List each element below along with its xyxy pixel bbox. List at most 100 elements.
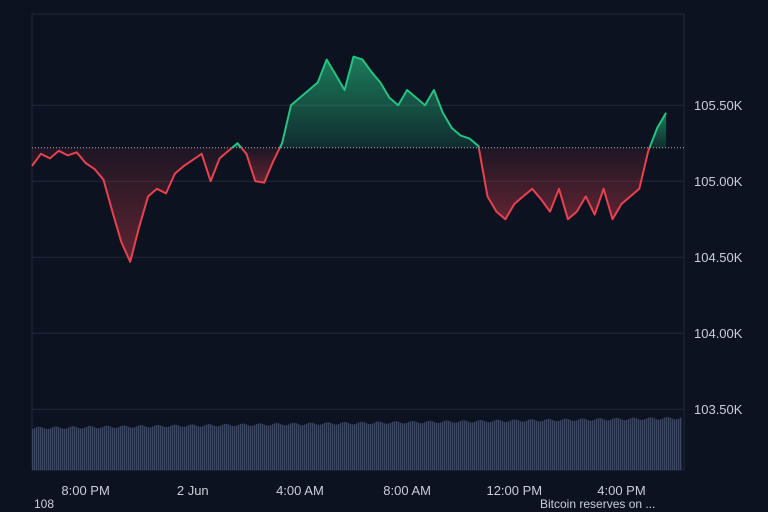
volume-bar [474,421,476,470]
volume-bar [134,427,136,470]
volume-bar [98,428,100,470]
volume-bar [658,419,660,470]
volume-bar [256,424,258,470]
volume-bar [366,423,368,470]
volume-bar [242,423,244,470]
volume-bar [300,424,302,470]
volume-bar [54,426,56,470]
volume-bar [448,420,450,470]
volume-bar [626,419,628,470]
y-tick-label: 103.50K [694,402,743,417]
volume-bar [322,423,324,470]
volume-bar [386,423,388,470]
volume-bar [604,419,606,470]
volume-bar [382,422,384,470]
volume-bar [378,421,380,470]
volume-bar [234,426,236,470]
volume-bar [274,423,276,470]
volume-bar [646,418,648,470]
volume-bar [270,425,272,470]
volume-bar [258,423,260,470]
volume-bar [632,417,634,470]
news-headline-link[interactable]: Bitcoin reserves on ... [540,497,656,511]
volume-bar [356,423,358,470]
volume-bar [292,422,294,470]
volume-bar [66,428,68,470]
y-tick-label: 104.00K [694,326,743,341]
volume-bar [172,424,174,470]
volume-bar [154,425,156,470]
volume-bar [70,426,72,470]
volume-bar [32,428,34,470]
volume-bar [418,422,420,470]
up-line-1 [231,142,243,149]
volume-bar [276,423,278,470]
volume-bar [372,423,374,470]
volume-bar [412,420,414,470]
volume-bar [550,419,552,470]
volume-bar [410,421,412,470]
volume-bar [586,419,588,470]
volume-bar [214,425,216,470]
volume-bar [538,421,540,470]
volume-bar [288,424,290,470]
volume-bar [376,421,378,470]
y-tick-label: 104.50K [694,250,743,265]
volume-bar [156,424,158,470]
volume-bar [364,422,366,470]
volume-bar [492,421,494,470]
volume-bar [530,419,532,470]
volume-bar [320,424,322,470]
volume-bar [84,427,86,470]
volume-bar [254,424,256,470]
volume-bar [674,419,676,470]
footer-left-text: 108 [34,497,55,511]
volume-bar [266,425,268,470]
volume-bar [396,421,398,470]
volume-bar [590,420,592,470]
volume-bar [80,428,82,470]
volume-bar [128,426,130,470]
volume-bar [496,419,498,470]
volume-bar [614,418,616,470]
volume-bar [660,419,662,470]
volume-bar [318,424,320,470]
volume-bar [90,425,92,470]
volume-bar [470,422,472,470]
volume-bar [630,418,632,470]
down-line-2 [240,147,281,184]
volume-bar [108,425,110,470]
volume-bar [594,419,596,470]
volume-bar [146,426,148,470]
volume-bar [136,426,138,470]
volume-bar [572,420,574,470]
volume-bar [440,422,442,470]
volume-bar [220,425,222,470]
volume-bar [384,423,386,470]
volume-bar [426,421,428,470]
volume-bar [504,421,506,470]
volume-bar [670,417,672,470]
volume-bar [228,424,230,470]
volume-bar [608,420,610,470]
volume-bar [546,419,548,470]
volume-bar [446,420,448,470]
volume-bar [606,420,608,470]
volume-bar [450,421,452,470]
volume-bar [380,421,382,470]
volume-bar [406,422,408,470]
volume-bar [252,425,254,470]
volume-bar [494,420,496,470]
volume-bar [574,420,576,470]
volume-bar [206,424,208,470]
volume-bar [262,423,264,470]
volume-bar [612,418,614,470]
volume-bar [294,422,296,470]
volume-bar [42,427,44,470]
volume-bar [104,426,106,470]
y-tick-label: 105.50K [694,98,743,113]
volume-bar [114,427,116,470]
volume-bar [394,421,396,470]
volume-bar [558,420,560,470]
volume-bar [332,423,334,470]
